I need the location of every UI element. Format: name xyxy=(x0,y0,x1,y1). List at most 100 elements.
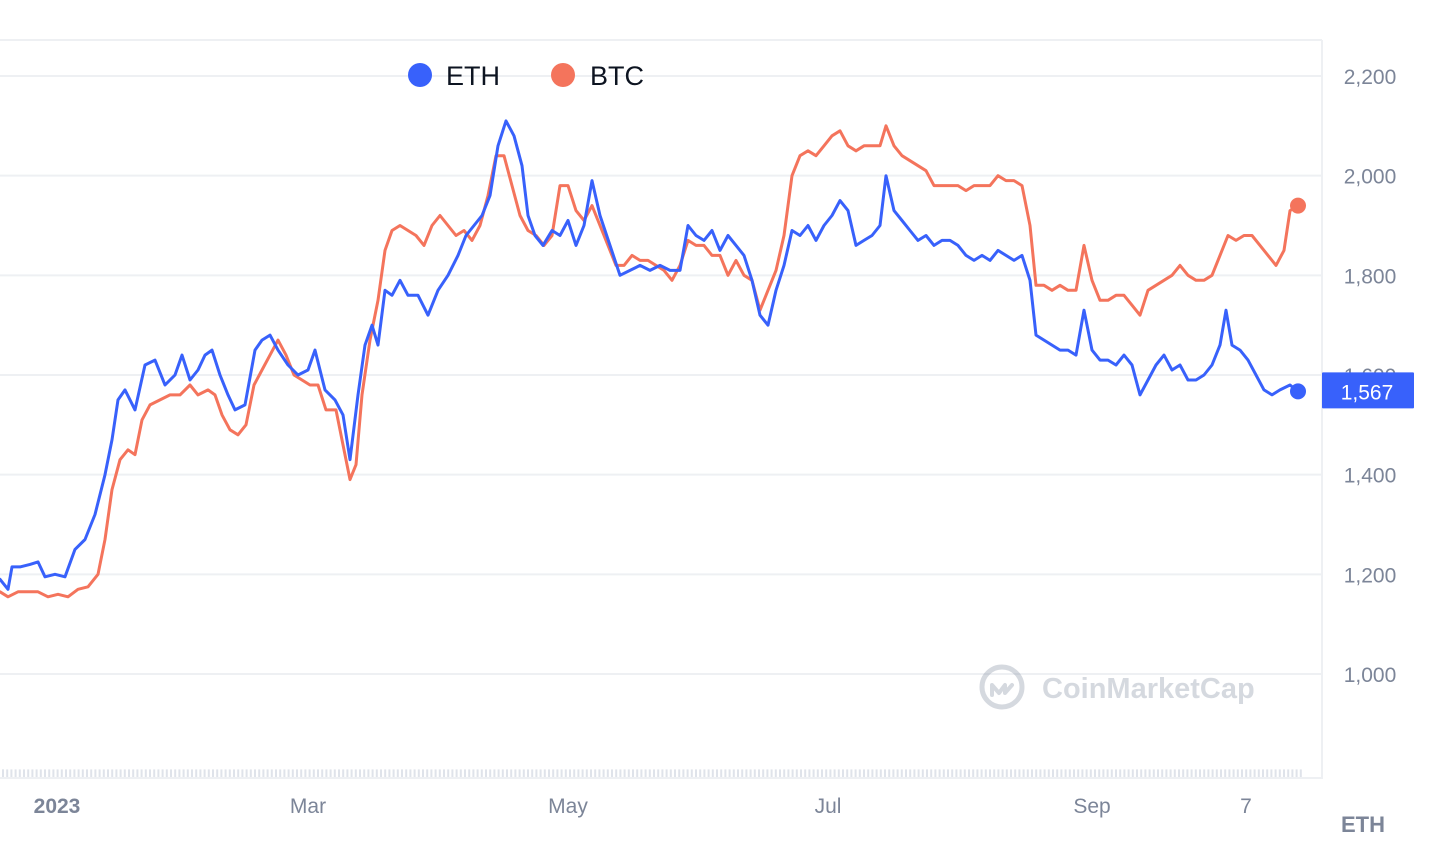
volume-bar xyxy=(674,769,676,777)
volume-bar xyxy=(556,769,559,777)
volume-bar xyxy=(737,769,739,777)
volume-bar xyxy=(254,769,256,777)
volume-bar xyxy=(653,769,655,777)
volume-bar xyxy=(909,769,912,777)
volume-bar xyxy=(1253,769,1256,777)
volume-bar xyxy=(1089,769,1092,777)
volume-bar xyxy=(606,769,609,777)
volume-bar xyxy=(1194,769,1197,777)
volume-bar xyxy=(472,769,475,777)
volume-bar xyxy=(157,769,160,777)
volume-bar xyxy=(392,769,395,777)
volume-bar xyxy=(115,769,118,777)
volume-bar xyxy=(791,769,794,777)
volume-bar xyxy=(199,769,202,777)
volume-bar xyxy=(821,769,823,777)
volume-bar xyxy=(107,769,109,777)
volume-bar xyxy=(972,769,975,777)
volume-bar xyxy=(1262,769,1264,777)
volume-bar xyxy=(640,769,643,777)
volume-bar xyxy=(359,769,361,777)
x-tick-label: Mar xyxy=(290,795,326,818)
volume-bar xyxy=(1207,769,1210,777)
volume-bar xyxy=(963,769,966,777)
volume-bar xyxy=(325,769,328,777)
volume-bar xyxy=(476,769,479,777)
volume-bar xyxy=(1081,769,1084,777)
volume-bar xyxy=(657,769,660,777)
volume-bar xyxy=(1077,769,1080,777)
volume-bar xyxy=(1257,769,1260,777)
volume-bar xyxy=(1060,769,1063,777)
legend-eth-label: ETH xyxy=(446,61,500,91)
y-tick-label: 1,200 xyxy=(1344,564,1397,587)
volume-bar xyxy=(1144,769,1147,777)
volume-bar xyxy=(867,769,870,777)
volume-bar xyxy=(569,769,571,777)
volume-bar xyxy=(762,769,765,777)
volume-bar xyxy=(375,769,378,777)
volume-bar xyxy=(132,769,135,777)
volume-bar xyxy=(443,769,445,777)
volume-bar xyxy=(913,769,916,777)
volume-bar xyxy=(413,769,416,777)
volume-bar xyxy=(1064,769,1067,777)
volume-bar xyxy=(1249,769,1252,777)
volume-bars xyxy=(2,769,1302,777)
current-price-label: 1,567 xyxy=(1341,381,1394,404)
volume-bar xyxy=(2,769,4,777)
volume-bar xyxy=(594,769,597,777)
volume-bar xyxy=(342,769,345,777)
x-tick-label: 7 xyxy=(1240,795,1252,818)
volume-bar xyxy=(812,769,815,777)
volume-bar xyxy=(258,769,261,777)
volume-bar xyxy=(10,769,13,777)
volume-bar xyxy=(380,769,382,777)
legend-item-eth[interactable]: ETH xyxy=(408,61,500,91)
volume-bar xyxy=(317,769,319,777)
series-lines xyxy=(0,119,1306,599)
volume-bar xyxy=(1110,769,1113,777)
volume-bar xyxy=(493,769,496,777)
volume-bar xyxy=(531,769,534,777)
volume-bar xyxy=(527,769,529,777)
watermark-text: CoinMarketCap xyxy=(1042,673,1255,705)
volume-bar xyxy=(564,769,567,777)
volume-bar xyxy=(98,769,101,777)
volume-bar xyxy=(648,769,651,777)
volume-bar xyxy=(31,769,34,777)
x-tick-label: Sep xyxy=(1073,795,1110,818)
volume-bar xyxy=(275,769,277,777)
volume-bar xyxy=(1136,769,1138,777)
volume-bar xyxy=(228,769,231,777)
volume-bar xyxy=(417,769,420,777)
volume-bar xyxy=(128,769,130,777)
volume-bar xyxy=(758,769,760,777)
volume-bar xyxy=(728,769,731,777)
volume-bar xyxy=(279,769,282,777)
volume-bar xyxy=(699,769,702,777)
volume-bar xyxy=(522,769,525,777)
volume-bar xyxy=(287,769,290,777)
volume-bar xyxy=(1165,769,1168,777)
volume-bar xyxy=(438,769,441,777)
volume-bar xyxy=(501,769,504,777)
volume-bar xyxy=(65,769,67,777)
volume-bar xyxy=(1106,769,1109,777)
volume-bar xyxy=(1010,769,1012,777)
volume-bar xyxy=(140,769,143,777)
volume-bar xyxy=(23,769,25,777)
volume-bar xyxy=(1123,769,1126,777)
volume-bar xyxy=(1236,769,1239,777)
volume-bar xyxy=(720,769,723,777)
volume-bar xyxy=(1047,769,1050,777)
volume-bar xyxy=(926,769,928,777)
volume-bar xyxy=(825,769,828,777)
legend-btc-dot xyxy=(551,63,575,87)
volume-bar xyxy=(388,769,391,777)
legend-item-btc[interactable]: BTC xyxy=(551,61,644,91)
y-tick-label: 1,800 xyxy=(1344,265,1397,288)
volume-bar xyxy=(60,769,63,777)
volume-bar xyxy=(695,769,697,777)
